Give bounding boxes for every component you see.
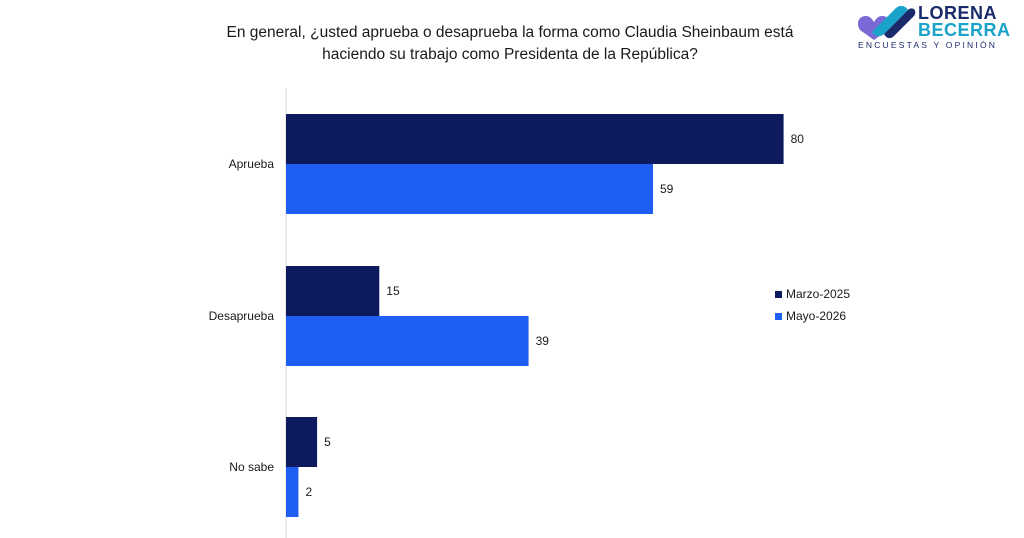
bar-marzo-2025-desaprueba bbox=[286, 266, 380, 316]
legend-swatch bbox=[775, 313, 782, 320]
chart-title-line1: En general, ¿usted aprueba o desaprueba … bbox=[226, 24, 794, 41]
bar-marzo-2025-no-sabe bbox=[286, 417, 318, 467]
logo-line1: LORENA bbox=[918, 3, 997, 23]
bar-marzo-2025-aprueba bbox=[286, 114, 784, 164]
bar-mayo-2026-desaprueba bbox=[286, 316, 529, 366]
bar-mayo-2026-no-sabe bbox=[286, 467, 299, 517]
category-label: Desaprueba bbox=[209, 309, 275, 323]
data-label: 59 bbox=[660, 182, 674, 196]
bar-mayo-2026-aprueba bbox=[286, 164, 653, 214]
logo-mark-icon bbox=[858, 5, 916, 40]
data-label: 15 bbox=[386, 284, 400, 298]
category-label: No sabe bbox=[229, 460, 274, 474]
legend-swatch bbox=[775, 291, 782, 298]
brand-logo: LORENA BECERRA ENCUESTAS Y OPINIÓN bbox=[852, 2, 1012, 52]
legend-label: Mayo-2026 bbox=[786, 309, 846, 323]
plot-area: Aprueba 80 59 Desaprueba 15 39 No sabe 5 2 bbox=[209, 88, 805, 538]
category-label: Aprueba bbox=[229, 157, 275, 171]
chart-title-line2: haciendo su trabajo como Presidenta de l… bbox=[322, 46, 698, 63]
data-label: 2 bbox=[305, 485, 312, 499]
legend-label: Marzo-2025 bbox=[786, 287, 850, 301]
chart-title: En general, ¿usted aprueba o desaprueba … bbox=[190, 22, 830, 66]
data-label: 80 bbox=[791, 132, 805, 146]
logo-tagline: ENCUESTAS Y OPINIÓN bbox=[858, 40, 998, 50]
logo-line2: BECERRA bbox=[918, 20, 1011, 40]
chart-legend: Marzo-2025 Mayo-2026 bbox=[775, 287, 850, 323]
data-label: 5 bbox=[324, 435, 331, 449]
data-label: 39 bbox=[536, 334, 550, 348]
